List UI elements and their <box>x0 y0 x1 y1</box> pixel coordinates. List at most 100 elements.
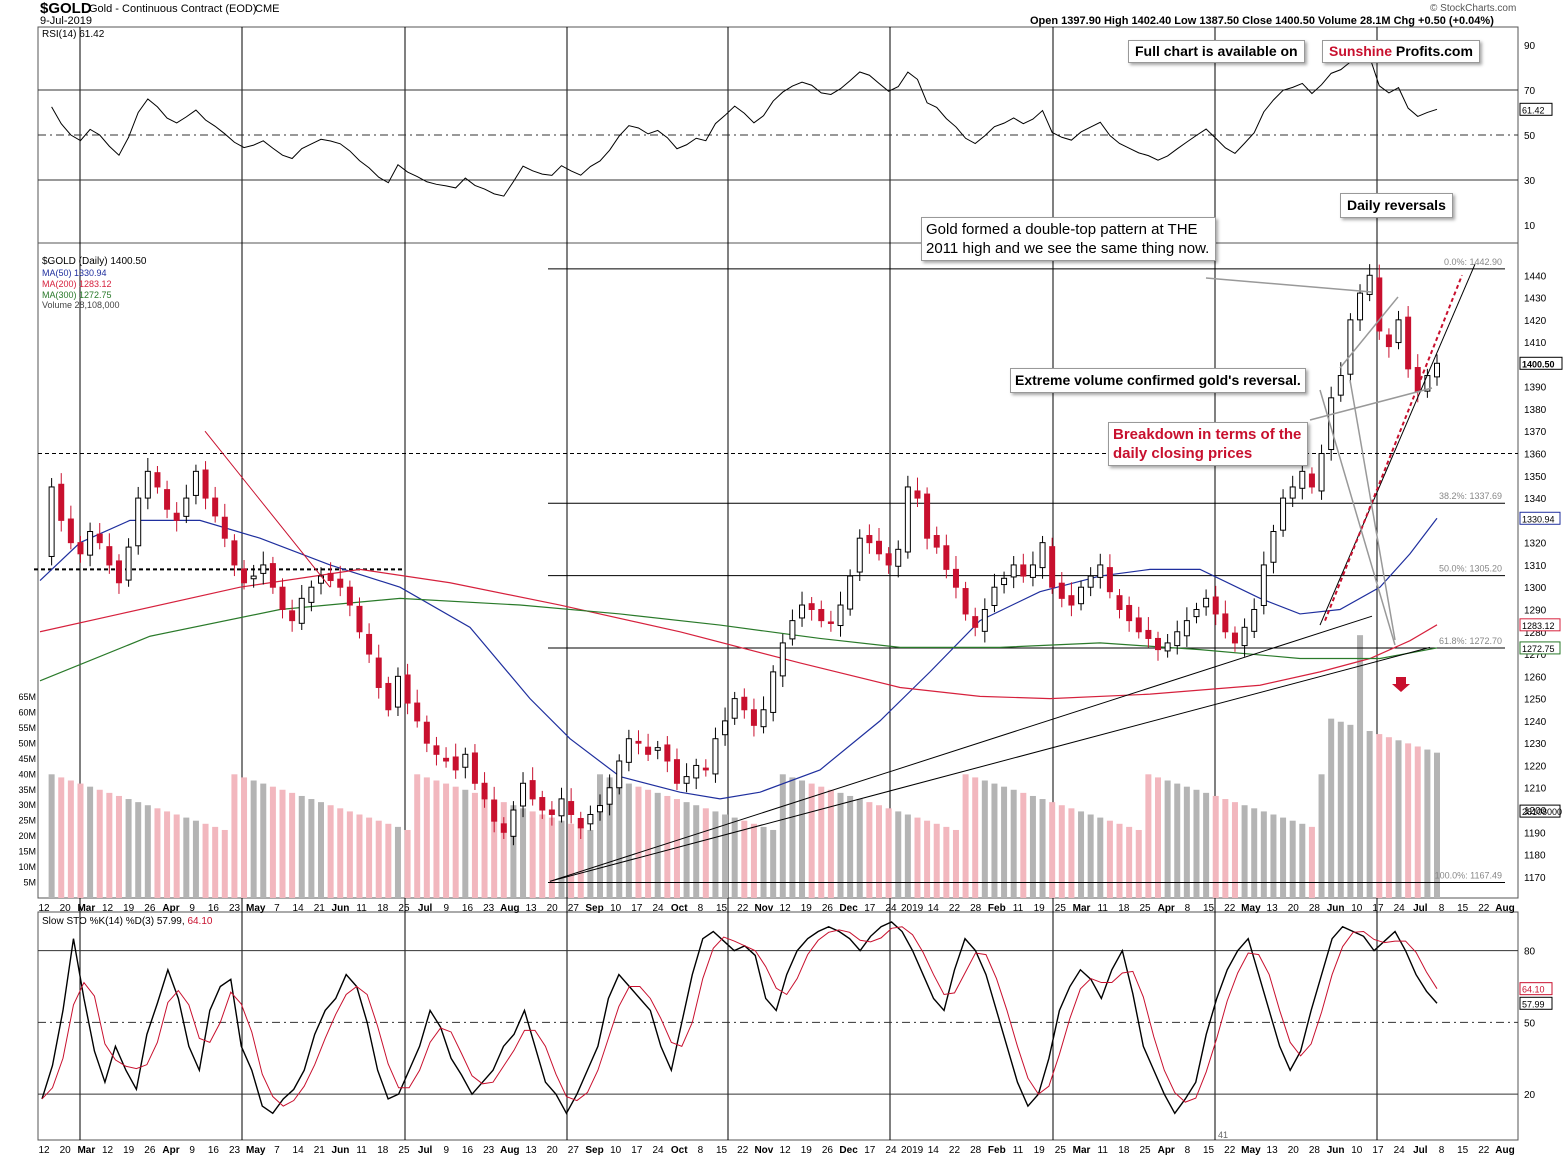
candle-body <box>154 472 161 488</box>
x-axis-label: 17 <box>1372 903 1384 914</box>
x-axis-label: 22 <box>1478 903 1490 914</box>
volume-bar <box>173 814 180 898</box>
x-axis-label-bottom: 23 <box>229 1145 241 1156</box>
candle-body <box>221 516 228 539</box>
candle-body <box>673 759 680 784</box>
volume-bar <box>1280 817 1287 898</box>
x-axis-label-bottom: 15 <box>1203 1145 1215 1156</box>
volume-bar <box>943 826 950 898</box>
volume-bar <box>58 777 65 898</box>
candle-body <box>991 586 998 606</box>
x-axis-label-bottom: 12 <box>38 1145 50 1156</box>
candle-body <box>250 575 257 580</box>
volume-bar <box>404 829 411 898</box>
ma-current-box <box>1519 511 1561 525</box>
candle-body <box>895 548 902 567</box>
volume-bar <box>414 774 421 898</box>
x-axis-label-bottom: 18 <box>377 1145 389 1156</box>
volume-bar <box>202 823 209 898</box>
x-axis-label: Jun <box>332 903 350 914</box>
candle-body <box>510 809 517 837</box>
candle-body <box>87 531 94 556</box>
x-axis-label: 27 <box>568 903 580 914</box>
x-axis-label-bottom: Oct <box>671 1145 688 1156</box>
volume-bar <box>1251 808 1258 898</box>
candle-body <box>914 490 921 499</box>
rsi-current-box <box>1519 102 1553 116</box>
volume-tick-label: 15M <box>18 847 36 857</box>
candle-body <box>67 518 74 544</box>
volume-bar <box>1020 792 1027 898</box>
volume-bar <box>924 820 931 898</box>
volume-tick-label: 65M <box>18 692 36 702</box>
volume-bar <box>1106 820 1113 898</box>
candle-body <box>192 470 199 496</box>
x-axis-label: 25 <box>1139 903 1151 914</box>
volume-bar <box>212 826 219 898</box>
price-tick-label: 1390 <box>1524 383 1547 394</box>
x-axis-label-bottom: 12 <box>780 1145 792 1156</box>
x-axis-label: 24 <box>885 903 897 914</box>
banner-brand[interactable]: Sunshine Profits.com <box>1322 40 1480 63</box>
brand-profits: Profits.com <box>1395 43 1473 59</box>
volume-bar <box>125 799 132 898</box>
volume-bar <box>673 799 680 898</box>
volume-bar <box>77 783 84 898</box>
x-axis-label: 19 <box>1034 903 1046 914</box>
x-axis-label-bottom: 21 <box>314 1145 326 1156</box>
x-axis-label-bottom: 24 <box>885 1145 897 1156</box>
volume-bar <box>722 814 729 898</box>
x-axis-label: Nov <box>754 903 773 914</box>
x-axis-label: Jun <box>1327 903 1345 914</box>
volume-tick-label: 55M <box>18 723 36 733</box>
price-tick-label: 1420 <box>1524 316 1547 327</box>
sto-current-box <box>1519 982 1553 996</box>
x-axis-label: Sep <box>585 903 603 914</box>
candle-body <box>1145 629 1152 639</box>
candle-body <box>1280 497 1287 531</box>
volume-bar <box>683 802 690 898</box>
volume-bar <box>991 783 998 898</box>
candle-body <box>1270 531 1277 563</box>
x-axis-label-bottom: 11 <box>1013 1145 1024 1156</box>
callout-pointer <box>1339 296 1399 369</box>
volume-bar <box>1289 820 1296 898</box>
candle-body <box>58 483 65 521</box>
candle-body <box>741 696 748 711</box>
copyright-label: © StockCharts.com <box>1430 3 1517 14</box>
candle-body <box>1318 453 1325 492</box>
volume-bar <box>1174 783 1181 898</box>
volume-bar <box>318 802 324 898</box>
x-axis-label: 24 <box>1394 903 1406 914</box>
volume-bar <box>616 780 623 898</box>
volume-bar <box>972 777 979 898</box>
x-axis-label-bottom: May <box>1241 1145 1261 1156</box>
volume-bar <box>702 808 709 898</box>
x-axis-label-bottom: 15 <box>716 1145 728 1156</box>
candle-body <box>279 586 286 610</box>
candle-body <box>577 817 584 829</box>
price-legend: $GOLD (Daily) 1400.50 <box>42 256 147 267</box>
x-axis-label: May <box>246 903 266 914</box>
price-tick-label: 1230 <box>1524 739 1547 750</box>
x-axis-label: Oct <box>671 903 688 914</box>
volume-bar <box>1049 802 1056 898</box>
candle-body <box>981 608 988 632</box>
x-axis-label-bottom: 9 <box>444 1145 450 1156</box>
x-axis-label-bottom: 8 <box>1185 1145 1191 1156</box>
volume-bar <box>799 780 806 898</box>
candle-body <box>1010 564 1017 578</box>
price-tick-label: 1250 <box>1524 695 1547 706</box>
x-axis-label-bottom: May <box>246 1145 266 1156</box>
price-tick-label: 1430 <box>1524 294 1547 305</box>
volume-bar <box>443 783 450 898</box>
candle-body <box>1001 577 1008 586</box>
volume-bar <box>1308 826 1315 898</box>
candle-body <box>491 799 498 822</box>
volume-bar <box>144 805 151 898</box>
candle-body <box>77 542 84 555</box>
candle-body <box>876 540 882 555</box>
x-axis-label: 14 <box>293 903 305 914</box>
volume-bar <box>558 820 565 898</box>
volume-bar <box>1116 823 1123 898</box>
